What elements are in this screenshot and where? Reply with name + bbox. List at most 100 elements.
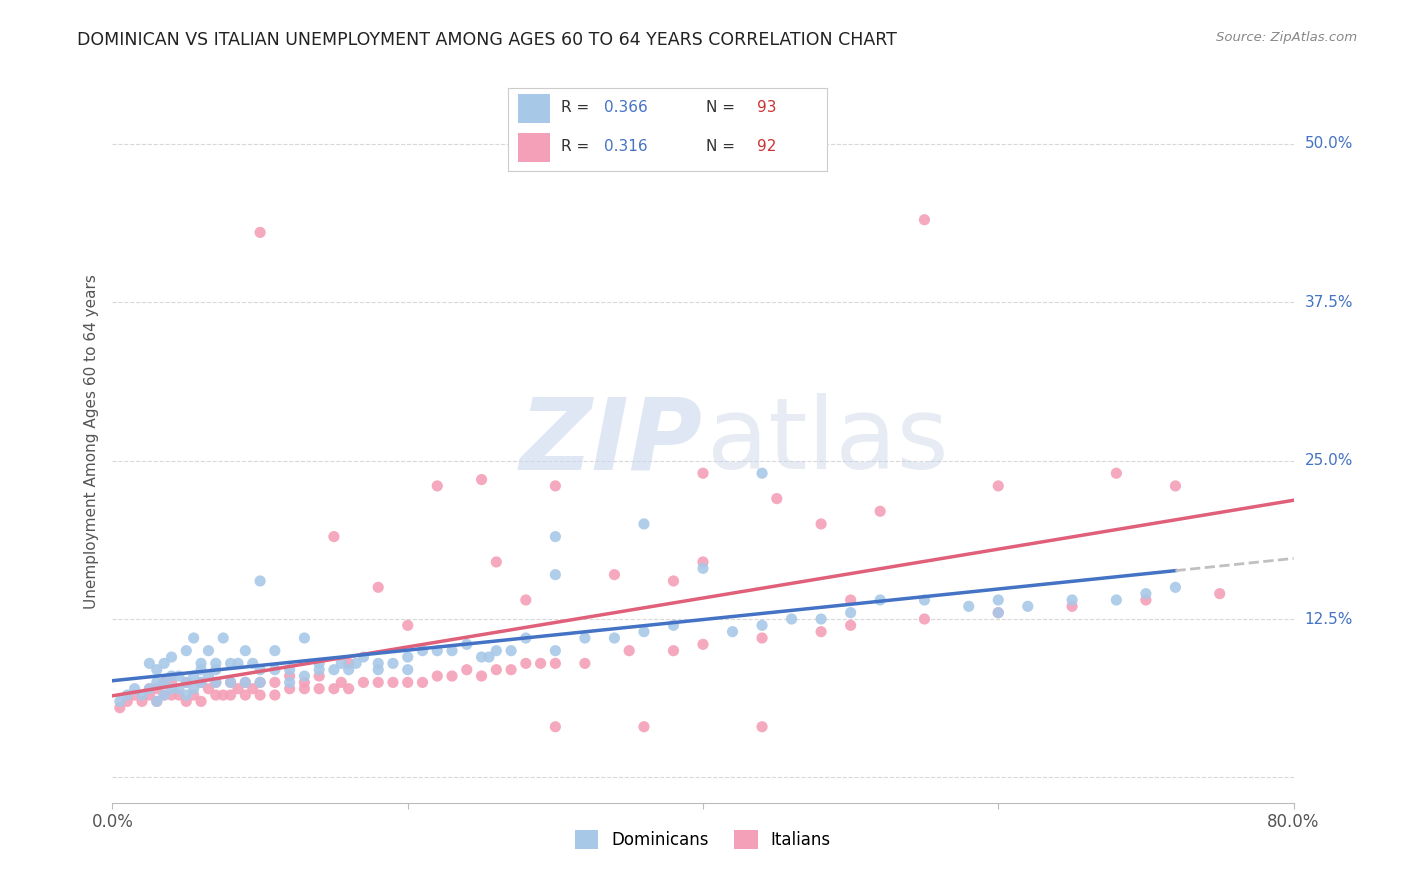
Point xyxy=(226,657,249,671)
Point xyxy=(219,688,242,702)
Point xyxy=(249,574,271,588)
Point xyxy=(160,688,183,702)
Point xyxy=(839,606,862,620)
Point xyxy=(308,681,330,696)
Point xyxy=(544,567,567,582)
Point xyxy=(382,657,405,671)
Point xyxy=(174,675,197,690)
Y-axis label: Unemployment Among Ages 60 to 64 years: Unemployment Among Ages 60 to 64 years xyxy=(83,274,98,609)
Point xyxy=(153,675,176,690)
Point xyxy=(160,650,183,665)
Point xyxy=(662,574,685,588)
Point xyxy=(810,612,832,626)
Point xyxy=(692,561,714,575)
Point xyxy=(233,643,256,657)
Point xyxy=(662,643,685,657)
Point xyxy=(987,606,1010,620)
Point xyxy=(160,681,183,696)
Point xyxy=(914,612,936,626)
Point xyxy=(174,643,197,657)
Point xyxy=(441,643,464,657)
Point xyxy=(633,720,655,734)
Point xyxy=(138,681,160,696)
Point xyxy=(426,479,449,493)
Point xyxy=(515,593,537,607)
Point xyxy=(751,618,773,632)
Point xyxy=(330,657,353,671)
Point xyxy=(751,467,773,481)
Point xyxy=(174,675,197,690)
Point xyxy=(751,720,773,734)
Point xyxy=(426,643,449,657)
Point xyxy=(692,637,714,651)
Point xyxy=(233,675,256,690)
Point xyxy=(987,606,1010,620)
Point xyxy=(692,467,714,481)
Point xyxy=(515,657,537,671)
Point xyxy=(330,675,353,690)
Point xyxy=(131,694,153,708)
Point xyxy=(183,631,205,645)
Point xyxy=(190,675,212,690)
Point xyxy=(183,669,205,683)
Point xyxy=(160,669,183,683)
Text: 50.0%: 50.0% xyxy=(1305,136,1353,151)
Text: Source: ZipAtlas.com: Source: ZipAtlas.com xyxy=(1216,31,1357,45)
Point xyxy=(485,555,508,569)
Point xyxy=(153,675,176,690)
Point xyxy=(190,694,212,708)
Point xyxy=(367,580,389,594)
Point xyxy=(131,688,153,702)
Point xyxy=(619,643,641,657)
Point xyxy=(233,675,256,690)
Point xyxy=(205,688,228,702)
Text: 37.5%: 37.5% xyxy=(1305,294,1353,310)
Point xyxy=(292,675,315,690)
Point xyxy=(1208,587,1232,601)
Point xyxy=(1017,599,1039,614)
Text: 25.0%: 25.0% xyxy=(1305,453,1353,468)
Point xyxy=(1135,587,1157,601)
Point xyxy=(249,226,271,240)
Point xyxy=(278,675,301,690)
Point xyxy=(544,530,567,544)
Point xyxy=(153,657,176,671)
Point xyxy=(515,631,537,645)
Point xyxy=(146,694,169,708)
Point xyxy=(544,657,567,671)
Point xyxy=(138,681,160,696)
Point xyxy=(167,681,190,696)
Point xyxy=(914,593,936,607)
Point xyxy=(249,663,271,677)
Point xyxy=(501,643,523,657)
Point xyxy=(205,663,228,677)
Point xyxy=(197,643,219,657)
Point xyxy=(367,663,389,677)
Point xyxy=(219,675,242,690)
Point xyxy=(323,663,346,677)
Point xyxy=(396,650,419,665)
Point xyxy=(501,663,523,677)
Point xyxy=(352,650,374,665)
Point xyxy=(529,657,551,671)
Point xyxy=(205,675,228,690)
Point xyxy=(426,669,449,683)
Point xyxy=(633,624,655,639)
Point xyxy=(603,567,626,582)
Point xyxy=(108,700,131,714)
Point xyxy=(153,688,176,702)
Point xyxy=(337,657,360,671)
Point xyxy=(264,675,287,690)
Point xyxy=(662,618,685,632)
Text: 12.5%: 12.5% xyxy=(1305,612,1353,626)
Point xyxy=(544,479,567,493)
Point xyxy=(411,643,433,657)
Point xyxy=(174,688,197,702)
Point xyxy=(242,681,264,696)
Point xyxy=(1135,593,1157,607)
Point xyxy=(153,688,176,702)
Point xyxy=(810,516,832,531)
Point xyxy=(485,663,508,677)
Point xyxy=(1105,593,1128,607)
Point xyxy=(337,663,360,677)
